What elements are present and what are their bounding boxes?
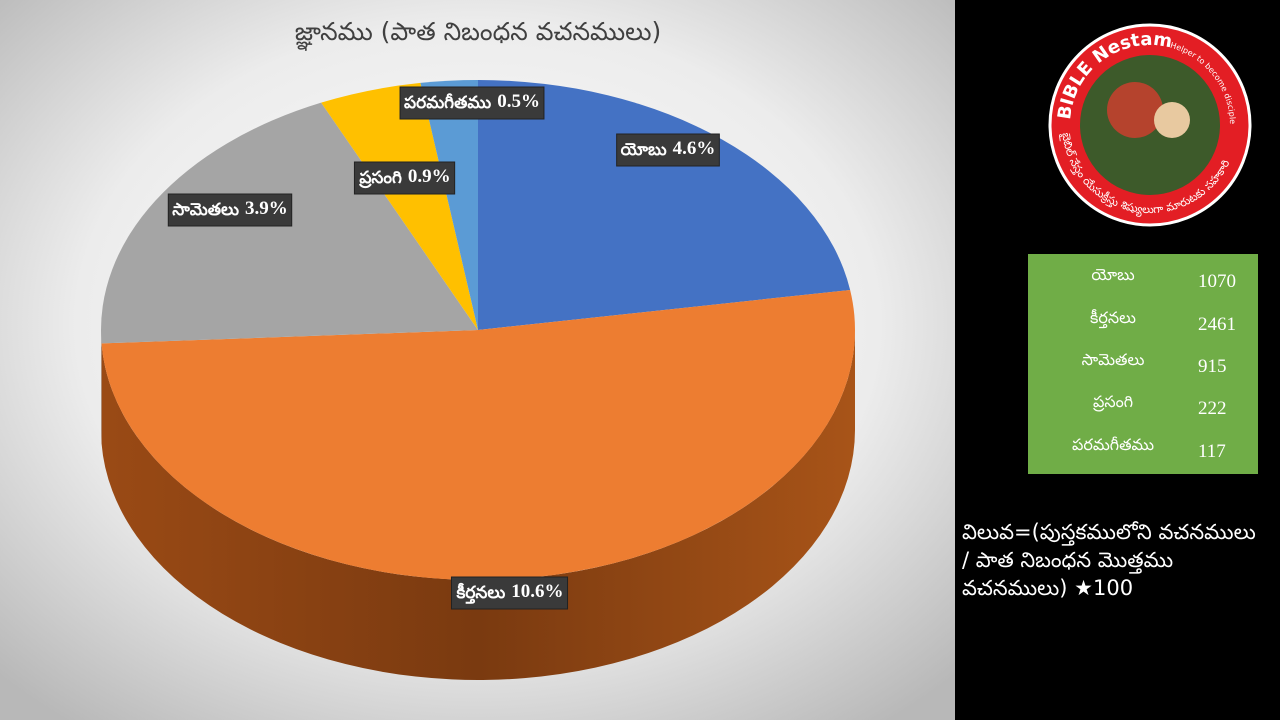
data-label-category: ప్రసంగి [358,168,402,189]
table-cell-value: 2461 [1198,313,1236,335]
table-cell-value: 222 [1198,398,1227,420]
pie-slice [420,80,478,330]
data-label-category: పరమగీతము [404,93,491,113]
data-label-category: సామెతలు [172,200,239,220]
data-label-text: ప్రసంగి 0.9% [358,166,450,189]
data-label-value: 3.9% [245,198,288,219]
formula-line: విలువ=(పుస్తకములోని వచనములు [962,520,1256,544]
pie-slice [321,82,478,330]
data-label-text: సామెతలు 3.9% [172,198,287,220]
data-label-box [399,86,545,120]
data-label-box [616,133,720,167]
table-row: యోబు 1070 [1028,265,1258,293]
data-label: ప్రసంగి 0.9% [353,161,456,195]
table-cell-name: కీర్తనలు [1090,307,1136,327]
data-label-text: యోబు 4.6% [621,138,716,160]
formula-note: విలువ=(పుస్తకములోని వచనములు / పాత నిబంధన … [962,518,1272,602]
data-label-text: కీర్తనలు 10.6% [455,581,563,604]
data-label-category: కీర్తనలు [455,582,505,604]
pie-slice [101,289,855,581]
formula-line: / పాత నిబంధన మొత్తము [962,548,1174,572]
table-cell-name: పరమగీతము [1071,434,1155,454]
pie-slice-side [101,330,855,681]
data-label: కీర్తనలు 10.6% [450,576,569,610]
pie-slice [478,80,851,330]
data-label-value: 4.6% [673,138,716,159]
data-label: యోబు 4.6% [616,133,720,167]
data-label-value: 0.9% [408,166,451,187]
table-row: కీర్తనలు 2461 [1028,308,1258,336]
table-cell-value: 1070 [1198,271,1236,293]
data-label-value: 0.5% [497,91,540,112]
pie-slice-side [101,330,102,444]
table-row: సామెతలు 915 [1028,350,1258,378]
data-label: పరమగీతము 0.5% [399,86,545,120]
data-label-value: 10.6% [511,581,563,602]
chart-title: జ్ఞానము (పాత నిబంధన వచనములు) [295,17,662,51]
data-table: యోబు 1070 కీర్తనలు 2461 సామెతలు 915 ప్రసంగి 222… [1028,254,1258,474]
data-label-box [167,193,293,227]
table-row: పరమగీతము 117 [1028,435,1258,463]
table-cell-name: సామెతలు [1081,349,1145,369]
data-label-category: యోబు [621,140,667,160]
table-row: ప్రసంగి 222 [1028,392,1258,420]
data-label-text: పరమగీతము 0.5% [404,91,540,113]
table-cell-value: 915 [1198,355,1227,377]
table-cell-name: ప్రసంగి [1092,392,1134,412]
logo-figure [1154,102,1190,138]
table-cell-name: యోబు [1091,265,1135,285]
logo-figure [1107,82,1163,138]
data-label-box [450,576,569,610]
data-label-box [353,161,456,195]
table-cell-value: 117 [1198,440,1226,462]
data-label: సామెతలు 3.9% [167,193,293,227]
formula-line: వచనములు) ★100 [962,576,1134,600]
